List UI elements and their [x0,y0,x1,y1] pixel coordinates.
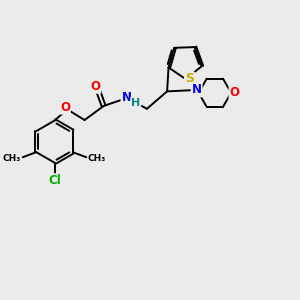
Text: O: O [90,80,100,93]
Text: Cl: Cl [48,174,61,187]
Text: S: S [185,72,194,86]
Text: N: N [122,91,131,104]
Text: CH₃: CH₃ [3,154,21,163]
Text: N: N [192,83,202,97]
Text: O: O [230,86,239,99]
Text: CH₃: CH₃ [88,154,106,163]
Text: H: H [131,98,140,108]
Text: O: O [60,100,70,114]
